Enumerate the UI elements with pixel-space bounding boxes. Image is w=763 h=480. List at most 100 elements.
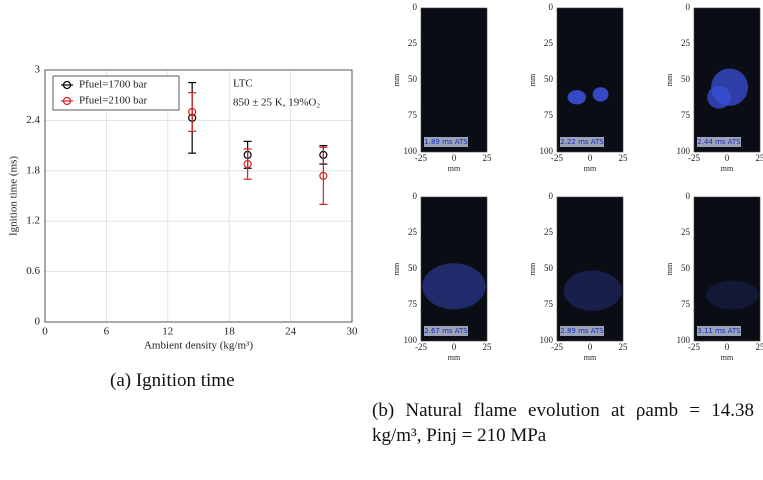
axis-label: mm xyxy=(528,73,537,86)
image-frame xyxy=(556,7,624,153)
time-label-box xyxy=(424,137,468,147)
time-label: 2.89 ms ATS xyxy=(560,327,604,335)
x-tick-label: 25 xyxy=(483,342,493,352)
y-tick-label: 3 xyxy=(35,64,41,76)
y-tick-label: 100 xyxy=(677,335,691,345)
data-point xyxy=(188,107,197,117)
y-tick-label: 1.2 xyxy=(26,215,40,227)
x-tick-label: 30 xyxy=(347,326,359,338)
y-tick-label: 100 xyxy=(677,146,691,156)
y-tick-label: 0.6 xyxy=(26,265,40,277)
y-tick-label: 0 xyxy=(686,191,691,201)
annotation: LTC xyxy=(233,78,253,90)
x-tick-label: 0 xyxy=(42,326,48,338)
axis-label: mm xyxy=(665,73,674,86)
plot-area xyxy=(45,70,352,322)
axis-label: mm xyxy=(392,73,401,86)
y-tick-label: 100 xyxy=(540,146,554,156)
y-tick-label: 75 xyxy=(408,299,418,309)
time-label: 1.89 ms ATS xyxy=(424,138,468,146)
y-tick-label: 25 xyxy=(544,38,554,48)
x-tick-label: 25 xyxy=(483,153,493,163)
axis-label: mm xyxy=(721,353,734,362)
y-tick-label: 75 xyxy=(544,110,554,120)
y-tick-label: 0 xyxy=(35,316,41,328)
x-tick-label: 0 xyxy=(725,342,730,352)
caption: (a) Ignition time xyxy=(110,370,235,391)
x-tick-label: 0 xyxy=(588,342,593,352)
y-tick-label: 1.8 xyxy=(26,164,40,176)
y-tick-label: 75 xyxy=(681,110,691,120)
y-tick-label: 100 xyxy=(404,146,418,156)
flame-glow xyxy=(563,270,622,311)
y-tick-label: 2.4 xyxy=(26,114,40,126)
x-axis-label: Ambient density (kg/m³) xyxy=(144,340,253,352)
y-axis-label: Ignition time (ms) xyxy=(8,156,20,236)
y-tick-label: 100 xyxy=(404,335,418,345)
axis-label: mm xyxy=(392,262,401,275)
legend-marker xyxy=(62,96,72,106)
y-tick-label: 0 xyxy=(549,191,554,201)
time-label: 2.44 ms ATS xyxy=(697,138,741,146)
axis-label: mm xyxy=(665,262,674,275)
y-tick-label: 75 xyxy=(681,299,691,309)
x-tick-label: -25 xyxy=(688,153,700,163)
x-tick-label: -25 xyxy=(551,153,563,163)
legend-box xyxy=(52,75,180,111)
image-frame xyxy=(420,7,488,153)
image-frame xyxy=(693,7,761,153)
annotation: 850 ± 25 K, 19%O₂ xyxy=(233,97,320,109)
x-tick-label: 25 xyxy=(756,153,763,163)
y-tick-label: 25 xyxy=(544,227,554,237)
time-label-box xyxy=(697,137,741,147)
x-tick-label: 24 xyxy=(285,326,297,338)
legend-label: Pfuel=1700 bar xyxy=(79,79,148,91)
flame-glow xyxy=(705,280,759,310)
image-frame xyxy=(556,196,624,342)
legend-marker xyxy=(62,80,72,90)
y-tick-label: 0 xyxy=(413,191,418,201)
time-label: 2.67 ms ATS xyxy=(424,327,468,335)
data-point xyxy=(243,159,252,169)
time-label-box xyxy=(424,326,468,336)
axis-label: mm xyxy=(584,164,597,173)
x-tick-label: 0 xyxy=(588,153,593,163)
y-tick-label: 50 xyxy=(408,263,418,273)
y-tick-label: 0 xyxy=(413,2,418,12)
y-tick-label: 75 xyxy=(544,299,554,309)
time-label: 2.22 ms ATS xyxy=(560,138,604,146)
flame-glow xyxy=(707,85,731,109)
flame-image xyxy=(557,197,623,341)
image-frame xyxy=(693,196,761,342)
time-label: 3.11 ms ATS xyxy=(697,327,741,335)
y-tick-label: 50 xyxy=(408,74,418,84)
axis-label: mm xyxy=(448,164,461,173)
y-tick-label: 25 xyxy=(681,38,691,48)
x-tick-label: 25 xyxy=(619,153,629,163)
x-tick-label: 25 xyxy=(756,342,763,352)
x-tick-label: 0 xyxy=(452,342,457,352)
flame-image xyxy=(694,197,760,341)
flame-image xyxy=(421,8,487,152)
y-tick-label: 25 xyxy=(408,227,418,237)
y-tick-label: 75 xyxy=(408,110,418,120)
y-tick-label: 25 xyxy=(681,227,691,237)
time-label-box xyxy=(560,137,604,147)
flame-image xyxy=(557,8,623,152)
x-tick-label: 0 xyxy=(725,153,730,163)
x-tick-label: 18 xyxy=(224,326,236,338)
y-tick-label: 50 xyxy=(544,263,554,273)
flame-glow xyxy=(592,87,609,102)
data-point xyxy=(319,171,328,180)
y-tick-label: 50 xyxy=(681,74,691,84)
y-tick-label: 0 xyxy=(549,2,554,12)
axis-label: mm xyxy=(448,353,461,362)
axis-label: mm xyxy=(721,164,734,173)
x-tick-label: 6 xyxy=(104,326,110,338)
x-tick-label: -25 xyxy=(688,342,700,352)
x-tick-label: -25 xyxy=(551,342,563,352)
legend-label: Pfuel=2100 bar xyxy=(79,95,148,107)
x-tick-label: 12 xyxy=(162,326,173,338)
